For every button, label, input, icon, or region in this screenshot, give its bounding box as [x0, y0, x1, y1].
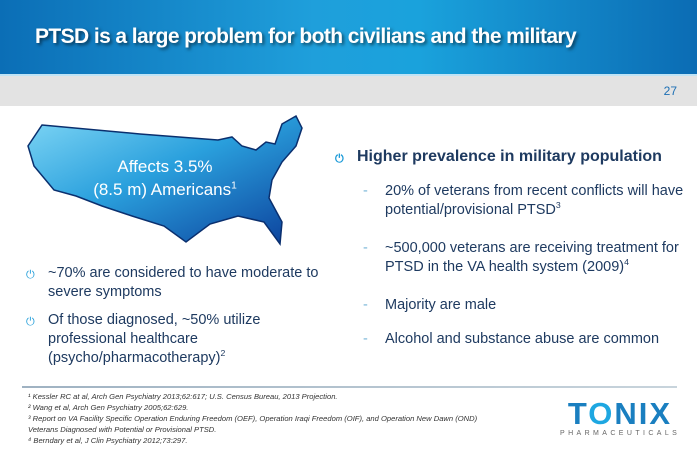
sub-item: - Alcohol and substance abuse are common: [363, 330, 695, 349]
left-bullet: ⏻ Of those diagnosed, ~50% utilize profe…: [26, 311, 298, 368]
sub-item-text: Majority are male: [385, 297, 497, 313]
dash-marker: -: [363, 183, 368, 199]
sub-item: - 20% of veterans from recent conflicts w…: [363, 182, 695, 220]
footnote-ref: 3: [555, 200, 561, 211]
logo-tagline: PHARMACEUTICALS: [560, 430, 681, 437]
logo-letter: T: [567, 396, 589, 431]
footer-divider: [22, 386, 677, 388]
logo-letters: NIX: [614, 396, 673, 431]
map-callout-line2: (8.5 m) Americans1: [70, 178, 260, 201]
tonix-logo: TONIX PHARMACEUTICALS: [560, 398, 681, 438]
footnote-ref: 2: [220, 348, 226, 359]
bullet-text: ~70% are considered to have moderate to …: [48, 265, 319, 300]
map-callout-line1: Affects 3.5%: [117, 157, 213, 176]
power-icon: ⏻: [26, 316, 35, 328]
footnotes: ¹ Kessler RC at al, Arch Gen Psychiatry …: [28, 391, 477, 446]
left-bullet: ⏻ ~70% are considered to have moderate t…: [26, 264, 328, 302]
sub-item-text: Alcohol and substance abuse are common: [385, 331, 660, 347]
map-callout: Affects 3.5% (8.5 m) Americans1: [70, 155, 260, 201]
dash-marker: -: [363, 240, 368, 256]
bullet-text: Of those diagnosed, ~50% utilize profess…: [48, 312, 261, 366]
us-map-image: [27, 114, 303, 247]
logo-wordmark: TONIX: [560, 398, 680, 430]
footnote: ⁴ Berndary et al, J Clin Psychiatry 2012…: [28, 436, 188, 445]
sub-item-text: 20% of veterans from recent conflicts wi…: [385, 183, 684, 218]
heading-text: Higher prevalence in military population: [357, 148, 662, 165]
dash-marker: -: [363, 297, 368, 313]
sub-item-text: ~500,000 veterans are receiving treatmen…: [385, 240, 679, 275]
sub-item: - ~500,000 veterans are receiving treatme…: [363, 239, 695, 277]
right-heading: ⏻ Higher prevalence in military populati…: [335, 147, 697, 166]
map-callout-text: (8.5 m) Americans: [93, 180, 232, 199]
power-icon: ⏻: [26, 269, 35, 281]
slide-title: PTSD is a large problem for both civilia…: [35, 25, 577, 48]
header-banner: [0, 0, 697, 74]
footnote: ² Wang et al, Arch Gen Psychiatry 2005;6…: [28, 403, 189, 412]
logo-power-o: O: [588, 396, 615, 431]
sub-item: - Majority are male: [363, 296, 695, 315]
power-icon: ⏻: [335, 153, 344, 165]
page-number: 27: [663, 84, 677, 98]
footnote: ³ Report on VA Facility Specific Operati…: [28, 414, 478, 423]
footnote: Veterans Diagnosed with Potential or Pro…: [28, 425, 217, 434]
footnote-ref: 1: [231, 180, 237, 192]
dash-marker: -: [363, 331, 368, 347]
footnote-ref: 4: [624, 257, 629, 268]
footnote: ¹ Kessler RC at al, Arch Gen Psychiatry …: [28, 392, 338, 401]
subheader-band: [0, 74, 697, 106]
